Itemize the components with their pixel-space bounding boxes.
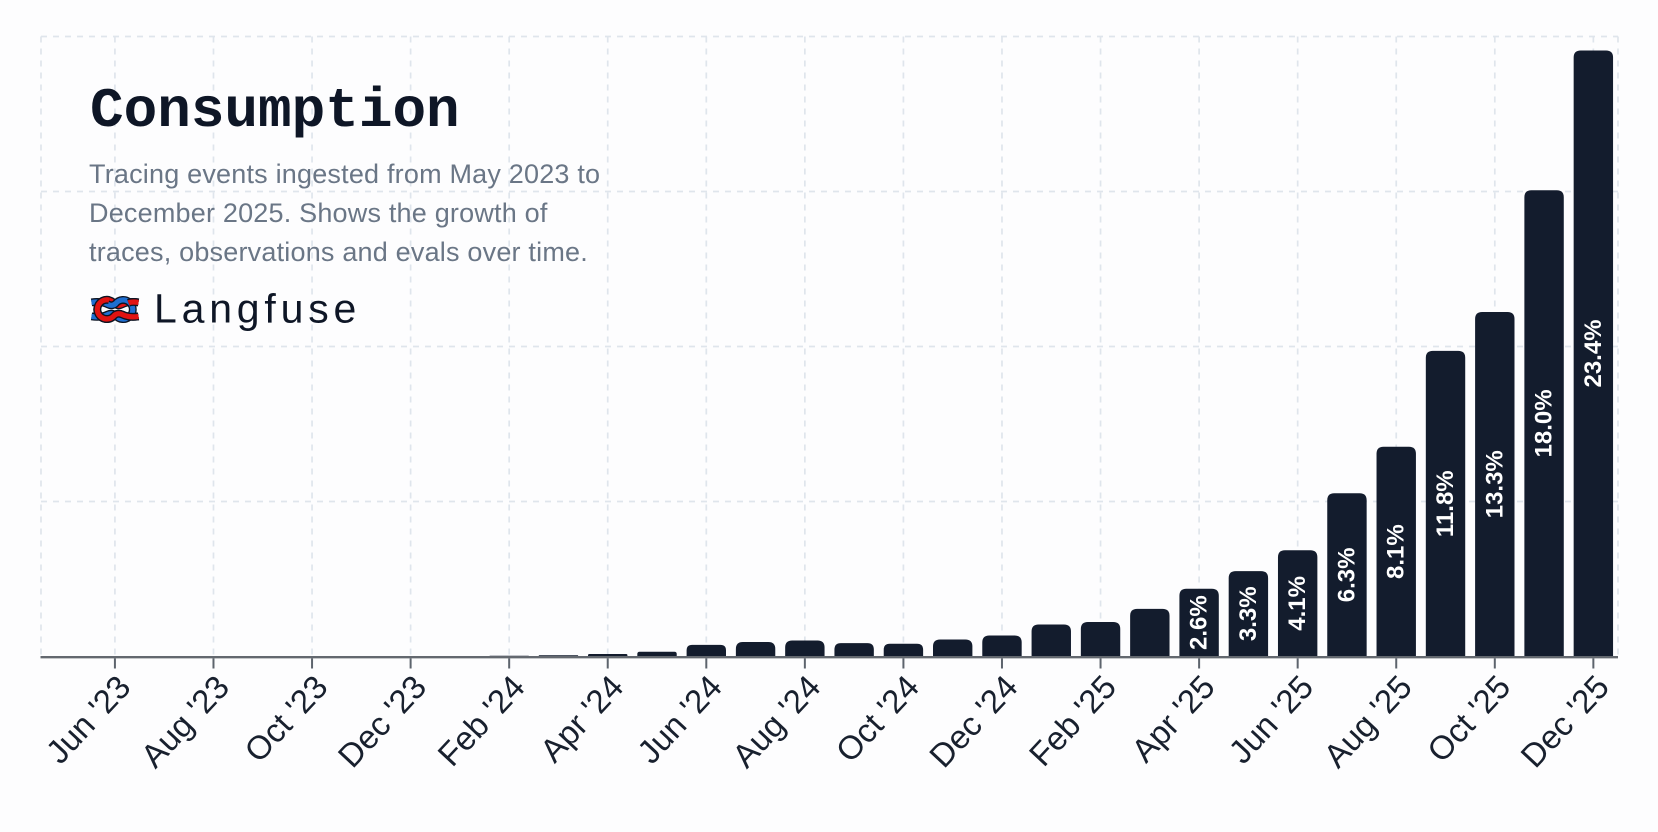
svg-text:4.1%: 4.1% [1284,576,1311,631]
svg-text:traces, observations and evals: traces, observations and evals over time… [89,237,588,267]
svg-text:Aug '24: Aug '24 [725,668,828,774]
svg-text:18.0%: 18.0% [1531,389,1558,457]
svg-text:Aug '23: Aug '23 [133,668,236,774]
svg-text:Langfuse: Langfuse [154,286,361,332]
svg-text:2.6%: 2.6% [1186,595,1213,650]
svg-text:Dec '23: Dec '23 [331,668,434,774]
svg-text:Oct '23: Oct '23 [237,668,335,769]
svg-text:3.3%: 3.3% [1235,586,1262,641]
svg-text:Consumption: Consumption [90,79,460,143]
svg-text:23.4%: 23.4% [1580,319,1607,387]
svg-text:Apr '25: Apr '25 [1124,668,1222,769]
svg-text:Oct '24: Oct '24 [828,668,926,769]
svg-text:11.8%: 11.8% [1432,470,1459,537]
svg-text:Feb '25: Feb '25 [1022,668,1123,773]
svg-text:Dec '25: Dec '25 [1513,668,1616,774]
svg-text:Oct '25: Oct '25 [1420,668,1518,769]
svg-text:8.1%: 8.1% [1383,524,1410,579]
svg-text:Jun '25: Jun '25 [1221,668,1320,770]
svg-text:Jun '24: Jun '24 [630,668,729,770]
svg-text:Feb '24: Feb '24 [430,668,531,773]
svg-text:13.3%: 13.3% [1481,450,1508,518]
svg-text:December 2025. Shows the growt: December 2025. Shows the growth of [89,198,548,228]
svg-text:6.3%: 6.3% [1333,548,1360,603]
svg-text:Dec '24: Dec '24 [922,668,1025,774]
svg-text:Aug '25: Aug '25 [1316,668,1419,774]
svg-text:Jun '23: Jun '23 [39,668,138,770]
svg-text:Tracing events ingested from M: Tracing events ingested from May 2023 to [89,159,600,189]
svg-text:Apr '24: Apr '24 [533,668,631,769]
